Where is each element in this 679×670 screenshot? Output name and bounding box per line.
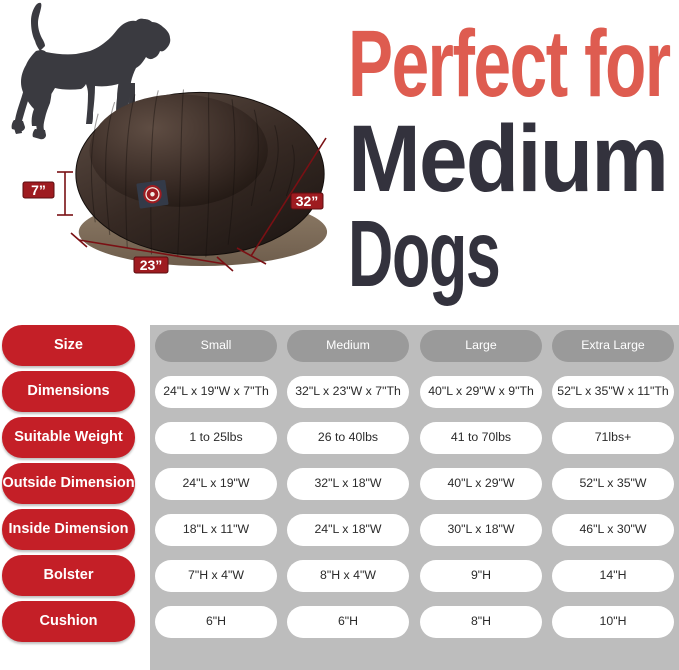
svg-text:32”: 32” (296, 193, 319, 209)
svg-text:23”: 23” (140, 257, 163, 273)
svg-text:7”: 7” (31, 182, 46, 198)
